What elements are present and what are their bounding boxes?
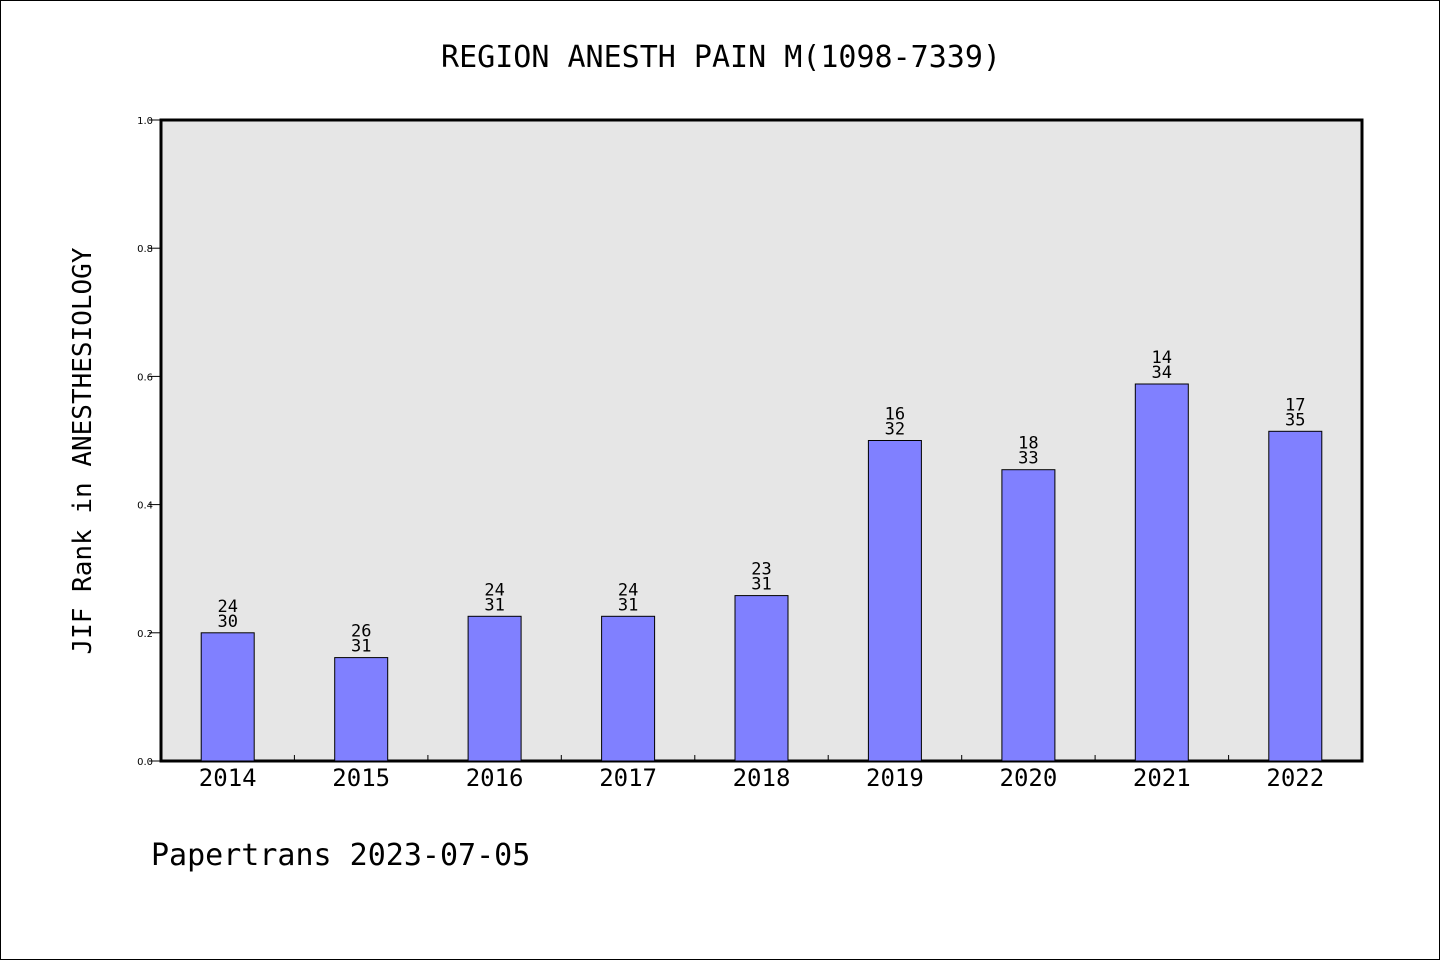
y-tick-label: 0.8: [137, 244, 153, 255]
bar-label-total-2016: 31: [484, 595, 504, 615]
x-tick-label-2020: 2020: [1000, 764, 1058, 792]
bar-label-total-2014: 30: [217, 612, 237, 632]
x-tick-label-2021: 2021: [1133, 764, 1191, 792]
x-tick-label-2014: 2014: [199, 764, 257, 792]
bar-2014: [200, 632, 255, 762]
bar-2016: [467, 615, 522, 762]
bar-label-total-2019: 32: [885, 420, 905, 440]
bar-2015: [334, 657, 389, 762]
bar-2020: [1001, 469, 1056, 762]
bar-label-rank-2022: 17: [1285, 395, 1305, 415]
x-axis-ticks: 2014 2015 2016 2017 2018 2019 2020 2021 2022: [199, 755, 1324, 792]
y-tick-label: 0.0: [137, 757, 153, 768]
bar-label-total-2020: 33: [1018, 449, 1038, 469]
y-tick-label: 1.0: [137, 116, 153, 127]
bar-2021: [1134, 383, 1189, 762]
bar-label-rank-2014: 24: [217, 597, 237, 617]
bar-label-total-2017: 31: [618, 595, 638, 615]
x-tick-label-2015: 2015: [332, 764, 390, 792]
x-tick-label-2022: 2022: [1266, 764, 1324, 792]
y-tick-label: 0.2: [137, 629, 153, 640]
x-tick-label-2016: 2016: [466, 764, 524, 792]
bar-2017: [601, 615, 656, 762]
bar-label-rank-2019: 16: [885, 405, 905, 425]
x-tick-label-2019: 2019: [866, 764, 924, 792]
bar-label-rank-2020: 18: [1018, 434, 1038, 454]
chart-title: REGION ANESTH PAIN M(1098-7339): [441, 40, 1001, 75]
bar-2018: [734, 595, 789, 762]
footer-text: Papertrans 2023-07-05: [151, 838, 530, 873]
y-axis-label: JIF Rank in ANESTHESIOLOGY: [68, 247, 98, 654]
x-tick-label-2018: 2018: [733, 764, 791, 792]
bar-2022: [1268, 430, 1323, 762]
x-tick-label-2017: 2017: [599, 764, 657, 792]
y-tick-label: 0.4: [137, 501, 153, 512]
bar-label-rank-2021: 14: [1152, 348, 1172, 368]
bar-2019: [867, 440, 922, 762]
bar-label-rank-2015: 26: [351, 622, 371, 642]
y-tick-label: 0.6: [137, 372, 153, 383]
bar-label-rank-2018: 23: [751, 560, 771, 580]
bar-label-total-2018: 31: [751, 575, 771, 595]
bar-label-rank-2017: 24: [618, 580, 638, 600]
bar-label-total-2021: 34: [1152, 363, 1172, 383]
bar-label-rank-2016: 24: [484, 580, 504, 600]
bar-label-total-2015: 31: [351, 637, 371, 657]
bar-label-total-2022: 35: [1285, 410, 1305, 430]
y-axis-ticks: 0.0 0.2 0.4 0.6 0.8 1.0: [137, 116, 161, 768]
